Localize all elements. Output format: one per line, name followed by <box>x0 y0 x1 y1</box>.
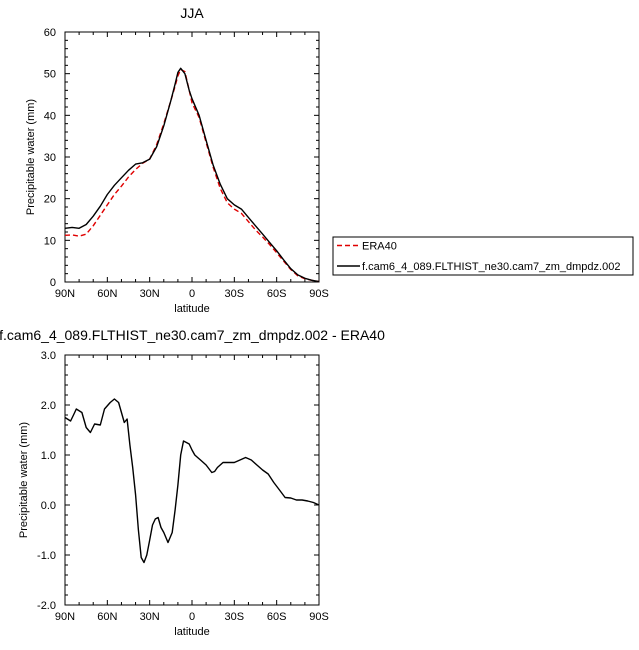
plot-frame <box>64 354 320 606</box>
y-tick-label: 60 <box>44 27 56 39</box>
x-tick-label: 30N <box>140 611 160 623</box>
chart-title: f.cam6_4_089.FLTHIST_ne30.cam7_zm_dmpdz.… <box>0 327 385 343</box>
x-tick-label: 90S <box>309 611 329 623</box>
series-line-1 <box>64 398 320 564</box>
y-axis-label: Precipitable water (mm) <box>18 422 30 538</box>
y-tick-label: 1.0 <box>41 450 56 462</box>
chart-panel-2: f.cam6_4_089.FLTHIST_ne30.cam7_zm_dmpdz.… <box>0 327 385 638</box>
chart-title: JJA <box>180 5 204 21</box>
y-tick-label: 0 <box>50 277 56 289</box>
y-tick-label: 10 <box>44 235 56 247</box>
y-tick-label: -2.0 <box>37 600 56 612</box>
x-tick-label: 30S <box>225 611 245 623</box>
y-tick-label: 3.0 <box>41 350 56 362</box>
y-tick-label: 20 <box>44 194 56 206</box>
y-tick-label: 0.0 <box>41 500 56 512</box>
series-line-2 <box>64 67 320 283</box>
x-tick-label: 60S <box>267 611 287 623</box>
x-tick-label: 30S <box>225 288 245 300</box>
y-tick-label: 30 <box>44 152 56 164</box>
x-tick-label: 60N <box>97 611 117 623</box>
x-tick-label: 90N <box>55 611 75 623</box>
plot-frame <box>64 31 320 283</box>
y-tick-label: -1.0 <box>37 550 56 562</box>
x-tick-label: 0 <box>189 611 195 623</box>
x-tick-label: 90S <box>309 288 329 300</box>
x-axis-label: latitude <box>174 626 209 638</box>
series-line-1 <box>64 68 320 283</box>
legend-entry-2: f.cam6_4_089.FLTHIST_ne30.cam7_zm_dmpdz.… <box>362 261 620 273</box>
x-tick-label: 60N <box>97 288 117 300</box>
x-tick-label: 0 <box>189 288 195 300</box>
legend-box <box>332 236 634 276</box>
x-axis-label: latitude <box>174 303 209 315</box>
legend-entry-1: ERA40 <box>362 241 397 253</box>
y-tick-label: 2.0 <box>41 400 56 412</box>
legend: ERA40 f.cam6_4_089.FLTHIST_ne30.cam7_zm_d… <box>332 236 634 276</box>
y-axis-label: Precipitable water (mm) <box>25 99 37 215</box>
x-tick-label: 90N <box>55 288 75 300</box>
x-tick-label: 30N <box>140 288 160 300</box>
y-tick-label: 50 <box>44 69 56 81</box>
y-tick-label: 40 <box>44 110 56 122</box>
chart-panel-1: JJA 90N 60N 30N 0 30S 60S 90S 0 10 20 30 40 50 60 latit… <box>25 5 634 315</box>
x-tick-label: 60S <box>267 288 287 300</box>
